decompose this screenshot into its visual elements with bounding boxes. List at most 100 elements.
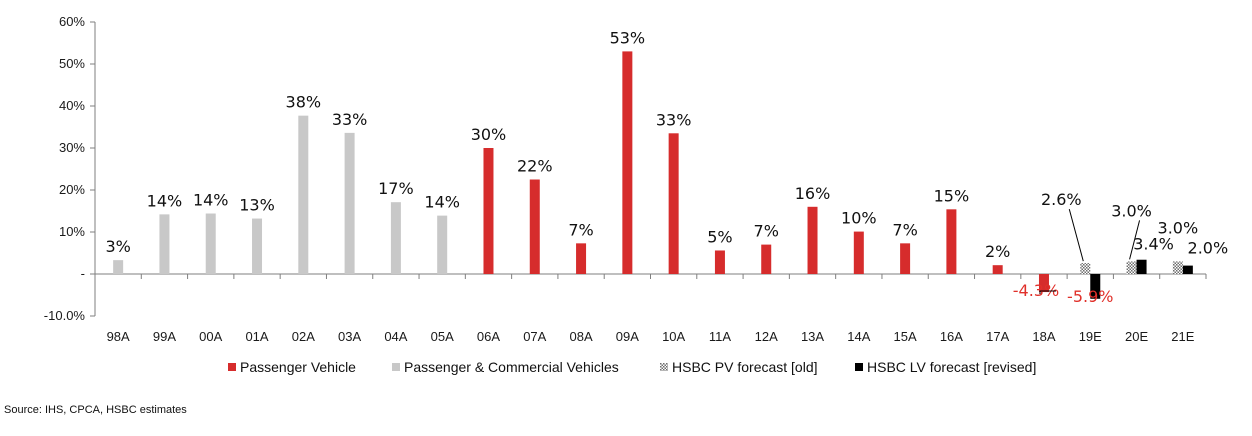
data-label: 53% [610, 28, 646, 47]
x-tick-label: 06A [477, 329, 500, 344]
x-tick-label: 13A [801, 329, 824, 344]
data-label: 5% [707, 227, 732, 246]
bar [622, 51, 633, 275]
legend-label: HSBC PV forecast [old] [672, 359, 818, 375]
x-tick-label: 11A [709, 329, 731, 344]
y-tick-label: 40% [59, 98, 85, 113]
x-tick-label: 05A [431, 329, 454, 344]
data-label: 15% [934, 186, 970, 205]
x-tick-label: 16A [940, 329, 963, 344]
x-tick-label: 10A [662, 329, 685, 344]
y-axis: 60% 50% 40% 30% 20% 10% - -10.0% [44, 14, 96, 323]
bar [761, 244, 772, 274]
bar [159, 214, 170, 274]
x-tick-label: 02A [292, 329, 315, 344]
data-label: 7% [892, 220, 917, 239]
bar [529, 179, 540, 274]
data-label: 10% [841, 209, 877, 228]
x-tick-label: 99A [153, 329, 176, 344]
leader-line [1129, 220, 1141, 260]
data-label: 33% [332, 110, 368, 129]
data-label: 3.0% [1158, 218, 1199, 237]
x-tick-label: 14A [847, 329, 870, 344]
data-label: 7% [568, 220, 593, 239]
bar [298, 115, 309, 274]
data-label: 17% [378, 179, 414, 198]
bar [252, 218, 263, 274]
y-tick-label: - [81, 266, 85, 281]
bar [853, 231, 864, 274]
data-labels: 30% 22% 7% 53% 33% 5% 7% 16% 10% 7% 15% 2% -4.3% 3% 14… [105, 28, 1228, 306]
bar [1136, 259, 1147, 274]
x-tick-label: 21E [1171, 329, 1194, 344]
legend-swatch [392, 363, 400, 371]
data-label: 33% [656, 110, 692, 129]
bar [1126, 261, 1137, 274]
bar [992, 265, 1003, 274]
legend-label: Passenger & Commercial Vehicles [404, 359, 619, 375]
bar [1080, 263, 1091, 274]
data-label: 22% [517, 157, 553, 176]
data-label: 13% [239, 196, 275, 215]
bar [946, 209, 957, 274]
leader-line [1068, 208, 1084, 262]
x-tick-label: 01A [245, 329, 268, 344]
bars [113, 51, 1193, 299]
data-label: 3.0% [1111, 201, 1152, 220]
data-label: 3.4% [1133, 235, 1174, 254]
x-axis: 98A 99A 00A 01A 02A 03A 04A 05A 06A 07A 08A 09A 10A 1… [94, 273, 1207, 344]
bar [344, 132, 355, 274]
data-label: 38% [286, 93, 322, 112]
bar [1172, 261, 1183, 274]
x-tick-label: 08A [569, 329, 592, 344]
bar [113, 260, 124, 274]
legend-label: Passenger Vehicle [240, 359, 356, 375]
data-label: 14% [147, 191, 183, 210]
y-tick-label: 20% [59, 182, 85, 197]
x-tick-label: 20E [1125, 329, 1148, 344]
x-tick-label: 00A [199, 329, 222, 344]
bar [205, 213, 216, 274]
bar [1090, 274, 1101, 299]
legend-swatch [855, 363, 863, 371]
x-tick-label: 07A [523, 329, 546, 344]
x-tick-label: 04A [384, 329, 407, 344]
x-tick-label: 09A [616, 329, 639, 344]
data-label: 3% [105, 237, 130, 256]
x-tick-label: 98A [107, 329, 130, 344]
y-tick-label: 10% [59, 224, 85, 239]
bar [714, 250, 725, 274]
data-label: -4.3% [1013, 281, 1059, 300]
bar [483, 148, 494, 274]
bar [1038, 274, 1049, 293]
bar [390, 202, 401, 274]
x-tick-label: 15A [894, 329, 917, 344]
legend-swatch [228, 363, 236, 371]
y-tick-label: 50% [59, 56, 85, 71]
y-tick-label: 30% [59, 140, 85, 155]
data-label: 16% [795, 184, 831, 203]
leader-line [1039, 290, 1056, 295]
y-tick-label: 60% [59, 14, 85, 29]
bar [576, 243, 587, 274]
data-label: 7% [754, 222, 779, 241]
data-label: -5.9% [1067, 287, 1113, 306]
x-tick-label: 03A [338, 329, 361, 344]
x-tick-label: 18A [1032, 329, 1055, 344]
bar [1182, 265, 1193, 274]
legend-label: HSBC LV forecast [revised] [867, 359, 1036, 375]
bar [900, 243, 911, 274]
data-label: 14% [424, 193, 460, 212]
bar [437, 215, 448, 274]
legend: Passenger Vehicle Passenger & Commercial … [228, 359, 1036, 375]
bar [668, 133, 679, 274]
source-note: Source: IHS, CPCA, HSBC estimates [4, 404, 187, 416]
data-label: 30% [471, 125, 507, 144]
x-tick-label: 12A [755, 329, 778, 344]
x-tick-label: 17A [986, 329, 1009, 344]
bar [807, 206, 818, 274]
data-label: 14% [193, 191, 229, 210]
y-tick-label: -10.0% [44, 308, 86, 323]
legend-swatch [660, 363, 668, 371]
